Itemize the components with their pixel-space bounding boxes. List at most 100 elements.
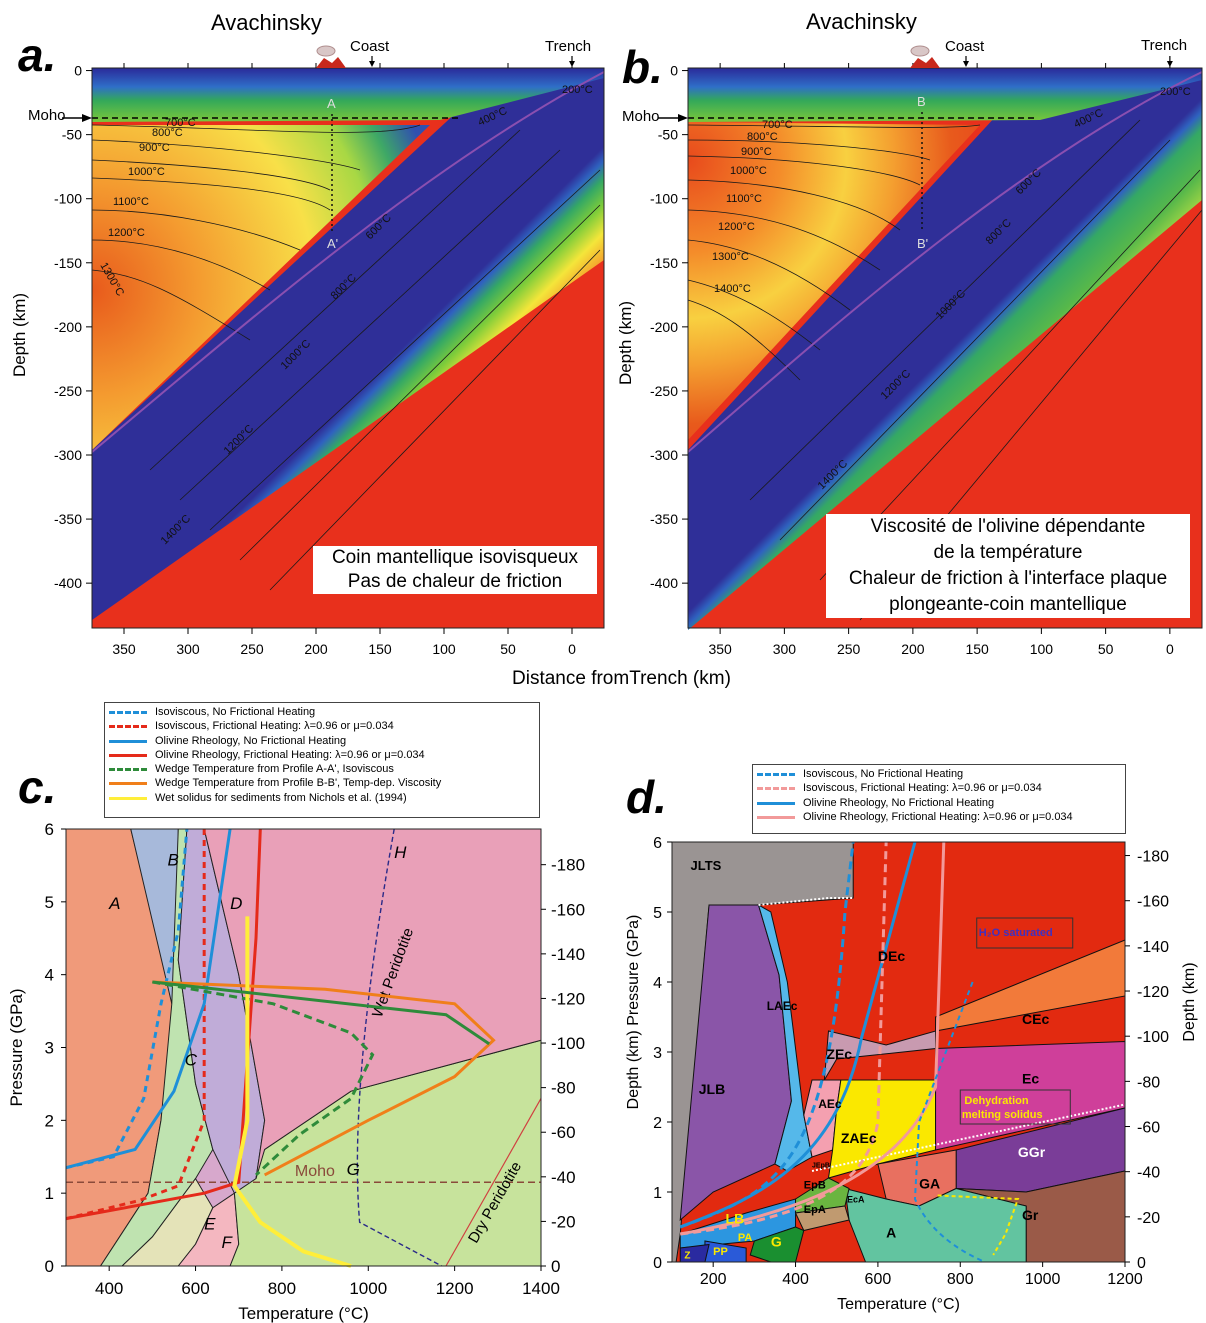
- h2o-saturated-curve: [913, 981, 986, 1263]
- field-label: EpA: [804, 1204, 826, 1216]
- y-axis-label: Depth (km) Pressure (GPa): [625, 915, 642, 1110]
- legend-label: Olivine Rheology, No Frictional Heating: [803, 796, 995, 809]
- dry-peridotite-curve: [445, 1098, 542, 1267]
- slab-surface-line: [687, 71, 1203, 453]
- x-tick-label: 1400: [522, 1279, 560, 1298]
- panel-b-coast-label: Coast: [945, 38, 985, 55]
- isotherm-line: [209, 169, 601, 531]
- y2-tick-label: -40: [551, 1168, 576, 1187]
- y2-tick-label: 0: [551, 1257, 560, 1276]
- mantle-wedge-field: [688, 122, 980, 440]
- y2-tick-label: -140: [551, 945, 585, 964]
- field-label: JEpB: [812, 1163, 830, 1170]
- legend-entry: Isoviscous, Frictional Heating: λ=0.96 o…: [753, 781, 1125, 795]
- legend-swatch: [757, 801, 795, 805]
- panel-a-letter: a.: [18, 29, 57, 81]
- isotherm-label: 1000°C: [128, 166, 165, 178]
- isotherm-line: [687, 299, 801, 381]
- y-tick-label: 0: [653, 1255, 662, 1272]
- phase-boundary-dotted: [811, 1103, 1126, 1172]
- isotherm-line: [91, 177, 331, 211]
- panel-a-annotation-line-2: Pas de chaleur de friction: [347, 571, 563, 592]
- isotherm-line: [91, 239, 271, 291]
- isotherm-label: 800°C: [152, 127, 183, 139]
- legend-swatch: [109, 796, 147, 800]
- y-tick-label: 0: [74, 63, 82, 79]
- legend-swatch: [109, 768, 147, 772]
- legend-entry: Wedge Temperature from Profile B-B', Tem…: [105, 776, 539, 790]
- x-tick-label: 150: [368, 641, 392, 657]
- y-tick-label: 2: [45, 1111, 54, 1130]
- y-tick-label: 2: [653, 1115, 662, 1132]
- field-label: F: [221, 1233, 233, 1252]
- field-EpA: [794, 1205, 850, 1232]
- y-tick-label: -50: [658, 127, 678, 143]
- isotherm-line: [149, 129, 521, 471]
- isotherm-label: 900°C: [139, 142, 170, 154]
- panel-c-letter: c.: [18, 761, 57, 813]
- field-label: G: [347, 1160, 360, 1179]
- field-LAEc: [757, 903, 813, 1172]
- isotherm-line: [91, 269, 251, 341]
- volcano-plume-icon: [316, 45, 336, 57]
- y-tick-label: 1: [45, 1184, 54, 1203]
- y-tick-label: -150: [650, 255, 678, 271]
- panel-b-annotation-line-3: Chaleur de friction à l'interface plaque: [848, 568, 1168, 589]
- field-label: DEc: [878, 948, 905, 964]
- isotherm-label: 900°C: [741, 146, 772, 158]
- x-tick-label: 400: [95, 1279, 123, 1298]
- field-label: B: [167, 850, 178, 869]
- panel-b-annotation-line-1: Viscosité de l'olivine dépendante: [870, 516, 1146, 537]
- plot-frame: [687, 67, 1203, 629]
- x-tick-label: 0: [568, 641, 576, 657]
- y2-axis-label: Depth (km): [1181, 962, 1198, 1041]
- panel-b-annotation-line-4: plongeante-coin mantellique: [889, 594, 1127, 615]
- isotherm-line: [819, 169, 1201, 581]
- y-tick-label: 3: [45, 1039, 54, 1058]
- y-tick-label: -100: [650, 191, 678, 207]
- panel-d-legend: Isoviscous, No Frictional Heating Isovisc…: [752, 764, 1126, 834]
- y-tick-label: -400: [54, 575, 82, 591]
- legend-label: Isoviscous, No Frictional Heating: [155, 706, 316, 718]
- field-label: EpB: [804, 1180, 826, 1192]
- volcano-icon: [316, 57, 346, 68]
- y-tick-label: -300: [54, 447, 82, 463]
- isotherm-label: 1100°C: [113, 196, 149, 208]
- moho-label: Moho: [295, 1163, 335, 1180]
- x-tick-label: 1200: [1107, 1271, 1143, 1288]
- legend-label: Isoviscous, No Frictional Heating: [803, 768, 964, 780]
- panel-a-annotation-line-1: Coin mantellique isovisqueux: [331, 547, 579, 568]
- field-label: GA: [919, 1176, 940, 1192]
- y2-tick-label: -20: [1137, 1210, 1160, 1227]
- x-tick-label: 1200: [436, 1279, 474, 1298]
- series-line: [65, 828, 189, 1170]
- series-line: [679, 841, 946, 1236]
- x-tick-label: 300: [176, 641, 200, 657]
- x-tick-label: 0: [1166, 641, 1174, 657]
- panel-a-coast-label: Coast: [350, 38, 390, 55]
- panel-a-trench-label: Trench: [545, 38, 592, 55]
- x-tick-label: 100: [432, 641, 456, 657]
- legend-swatch: [109, 739, 147, 743]
- x-tick-label: 600: [865, 1271, 892, 1288]
- legend-entry: Isoviscous, No Frictional Heating: [753, 767, 1125, 781]
- panel-b-annotation-box: Viscosité de l'olivine dépendante de la …: [826, 514, 1190, 618]
- y2-tick-label: -60: [1137, 1120, 1160, 1137]
- panel-b-trench-label: Trench: [1141, 37, 1188, 54]
- field-label: E: [204, 1215, 216, 1234]
- isotherm-line: [91, 139, 361, 171]
- panel-b-annotation-line-2: de la température: [933, 542, 1083, 563]
- isotherm-label: 1200°C: [108, 227, 145, 239]
- profile-label-top: A: [327, 96, 336, 111]
- coast-arrow-head: [369, 61, 375, 67]
- isotherm-label: 1200°C: [718, 221, 755, 233]
- y2-tick-label: -20: [551, 1212, 576, 1231]
- legend-swatch: [757, 815, 795, 819]
- y2-tick-label: -180: [1137, 849, 1169, 866]
- legend-label: Isoviscous, Frictional Heating: λ=0.96 o…: [155, 720, 394, 733]
- x-tick-label: 200: [901, 641, 925, 657]
- legend-label: Wedge Temperature from Profile A-A', Iso…: [155, 763, 394, 776]
- field-label: AEc: [818, 1097, 842, 1111]
- y2-tick-label: -180: [551, 856, 585, 875]
